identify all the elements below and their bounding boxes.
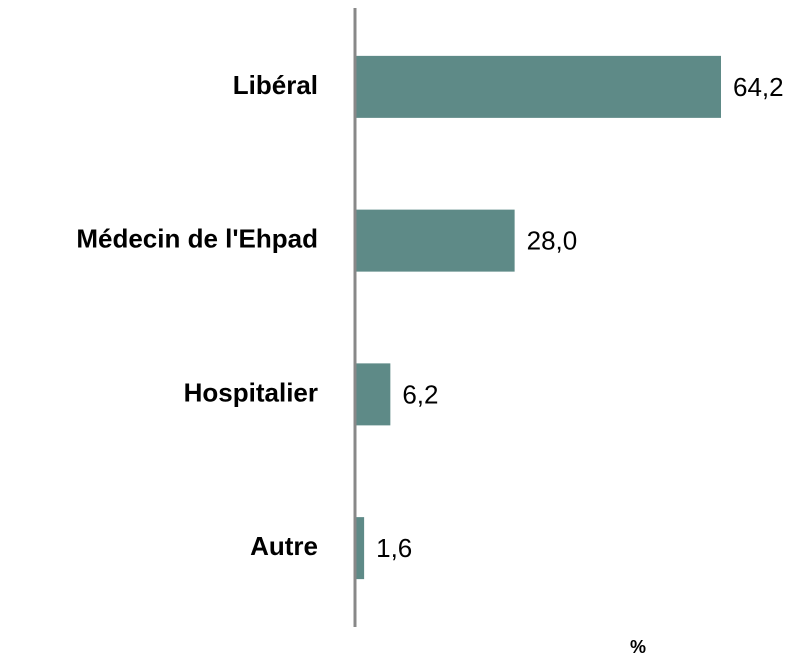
value-label: 28,0 [527,226,578,256]
bar [355,55,721,118]
y-tick-label: Autre [250,531,318,561]
bar [355,363,391,426]
bar [355,517,365,580]
value-label: 6,2 [402,379,438,409]
y-tick-label: Médecin de l'Ehpad [76,224,318,254]
x-axis-label: % [630,637,646,657]
value-label: 1,6 [376,533,412,563]
y-tick-label: Hospitalier [184,377,318,407]
value-label: 64,2 [733,72,784,102]
y-tick-label: Libéral [233,70,318,100]
bar [355,209,515,272]
